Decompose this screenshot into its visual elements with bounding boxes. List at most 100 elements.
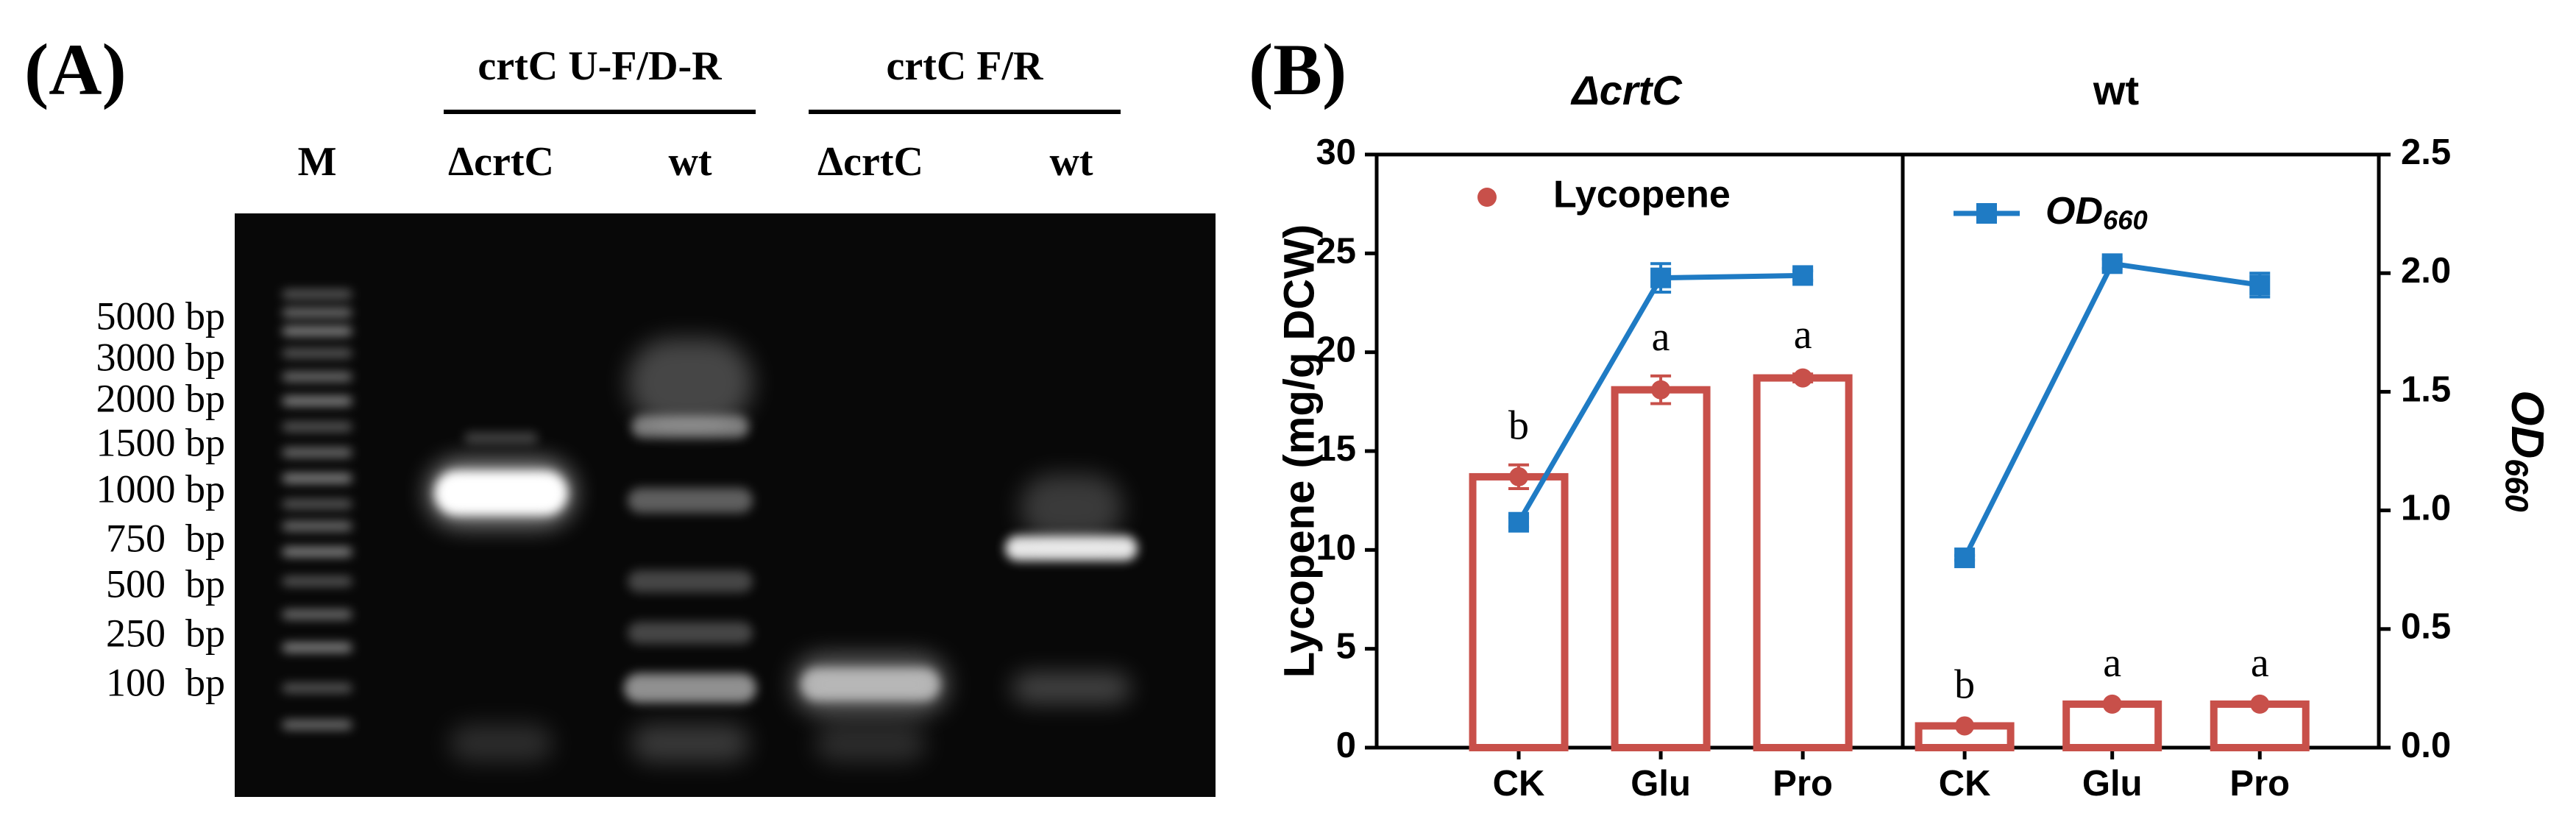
bar-marker [1651, 380, 1671, 400]
lane-label: ΔcrtC [448, 139, 554, 185]
gel-band [282, 643, 352, 652]
lane-label: wt [668, 139, 712, 185]
ladder-label: 100 bp [106, 660, 225, 704]
gel-band [282, 500, 352, 508]
bar [1753, 374, 1853, 751]
gel-band [631, 416, 749, 438]
y-tick-label: 20 [1316, 330, 1356, 370]
significance-letter: b [1954, 662, 1975, 708]
y-tick-label: 15 [1316, 429, 1356, 469]
primer-label: crtC U-F/D-R [478, 43, 722, 89]
bar-marker [1955, 716, 1975, 736]
x-tick-label: Glu [1631, 764, 1691, 804]
primer-label: crtC F/R [886, 43, 1043, 89]
y-tick-label: 25 [1316, 231, 1356, 271]
bar-marker [1793, 368, 1813, 388]
gel-band [815, 725, 926, 762]
x-tick-label: Pro [2229, 764, 2290, 804]
y2-tick-label: 2.5 [2401, 132, 2451, 172]
y2-tick-label: 0.5 [2401, 607, 2451, 647]
gel-band [282, 720, 352, 729]
line-marker [1508, 511, 1530, 533]
significance-letter: b [1508, 403, 1529, 449]
y2-axis-label: OD660 [2498, 390, 2552, 511]
y2-tick-label: 1.5 [2401, 369, 2451, 409]
significance-letter: a [2251, 640, 2269, 686]
panel-label: (A) [24, 29, 127, 110]
x-tick-label: Pro [1773, 764, 1833, 804]
panel-title: ΔcrtC [1570, 67, 1683, 113]
y2-tick-label: 0.0 [2401, 726, 2451, 765]
gel-band [282, 290, 352, 299]
gel-band [282, 372, 352, 381]
significance-letter: a [2103, 640, 2121, 686]
significance-letter: a [1652, 314, 1670, 360]
line-marker [1792, 265, 1814, 286]
bar-marker [2102, 694, 2122, 714]
gel-band [628, 570, 753, 592]
gel-band [1020, 475, 1123, 541]
panel-title: wt [2093, 67, 2139, 113]
y-axis-label: Lycopene (mg/g DCW) [1275, 224, 1323, 678]
bar [1611, 386, 1711, 751]
legend-label: Lycopene [1553, 174, 1731, 216]
gel-band [793, 655, 948, 714]
ladder-label: 3000 bp [96, 335, 226, 379]
legend-label: OD660 [2045, 190, 2148, 235]
gel-band [628, 338, 753, 427]
y-tick-label: 0 [1336, 726, 1356, 765]
y2-tick-label: 2.0 [2401, 251, 2451, 291]
gel-bands [282, 290, 1138, 762]
lane-label: wt [1049, 139, 1093, 185]
gel-band [282, 684, 352, 692]
gel-band [282, 448, 352, 457]
gel-band [1005, 536, 1138, 561]
bar-marker [2250, 694, 2270, 714]
ladder-label: 1000 bp [96, 467, 226, 511]
panel-label: (B) [1249, 29, 1346, 110]
gel-band [282, 522, 352, 531]
gel-band [450, 725, 553, 762]
gel-band [624, 673, 756, 703]
gel-band [282, 474, 352, 483]
line-marker [1954, 547, 1976, 569]
y2-tick-label: 1.0 [2401, 489, 2451, 528]
ladder-label: 1500 bp [96, 420, 226, 464]
ladder-label: 250 bp [106, 611, 225, 655]
gel-band [427, 460, 575, 526]
gel-band [282, 610, 352, 619]
gel-band [282, 308, 352, 317]
lane-label: ΔcrtC [817, 139, 923, 185]
lane-label: M [298, 139, 337, 185]
line-marker [2249, 274, 2271, 296]
ladder-label: 5000 bp [96, 294, 226, 338]
gel-band [282, 349, 352, 358]
gel-band [282, 327, 352, 336]
gel-band [282, 547, 352, 556]
gel-band [464, 433, 538, 443]
gel-band [1012, 673, 1130, 703]
legend-marker [1976, 203, 1997, 224]
line-marker [1650, 267, 1672, 288]
gel-band [282, 577, 352, 586]
gel-band [282, 397, 352, 405]
x-tick-label: CK [1493, 764, 1545, 804]
y-tick-label: 10 [1316, 528, 1356, 567]
gel-band [628, 622, 753, 644]
legend-marker [1477, 188, 1497, 207]
gel-band [282, 422, 352, 431]
ladder-label: 750 bp [106, 516, 225, 560]
ladder-label: 500 bp [106, 561, 225, 606]
gel-band [628, 488, 753, 513]
y-tick-label: 5 [1336, 627, 1356, 667]
y-tick-label: 30 [1316, 132, 1356, 172]
bar-marker [1509, 467, 1529, 486]
significance-letter: a [1794, 312, 1812, 358]
line [1962, 260, 2260, 559]
plot-frame [1374, 152, 2381, 750]
x-tick-label: Glu [2082, 764, 2143, 804]
gel-band [631, 725, 749, 762]
ladder-label: 2000 bp [96, 376, 226, 420]
line-marker [2101, 253, 2123, 274]
